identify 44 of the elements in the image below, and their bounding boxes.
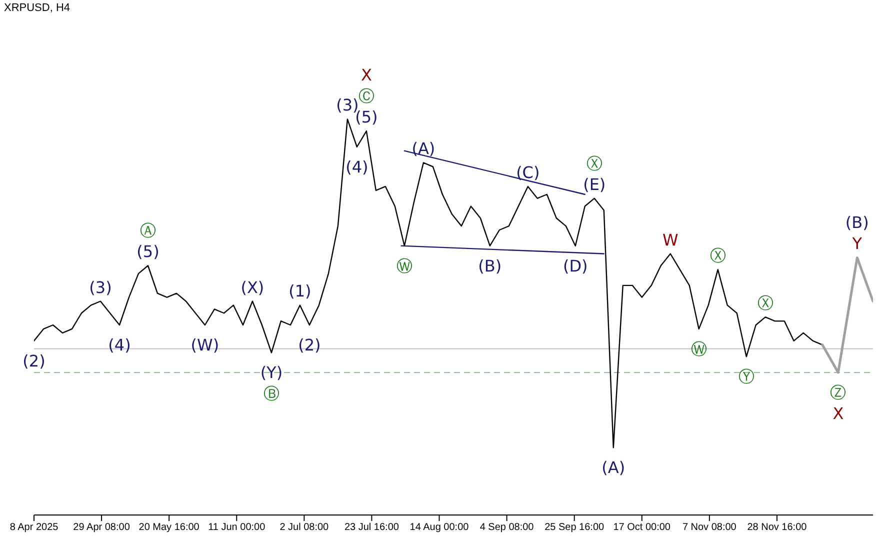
x-tick-label: 23 Jul 16:00 (344, 522, 400, 534)
annotation: (5) (136, 242, 160, 262)
annotation: Ⓐ (140, 221, 156, 240)
annotation: (E) (583, 174, 606, 194)
annotation: (2) (22, 351, 46, 370)
annotation: W (662, 230, 678, 250)
annotation: Ⓦ (396, 256, 412, 276)
x-tick-label: 8 Apr 2025 (10, 522, 59, 534)
annotation: (D) (562, 256, 588, 276)
annotation: (A) (602, 458, 626, 478)
annotation: (4) (346, 157, 368, 176)
chart-title: XRPUSD, H4 (4, 2, 70, 14)
annotation: Ⓧ (757, 294, 774, 313)
annotation: Ⓦ (690, 339, 707, 358)
x-tick-label: 25 Sep 16:00 (544, 522, 605, 534)
annotation: (A) (412, 139, 436, 158)
annotation: Ⓧ (710, 246, 726, 266)
annotation: Ⓑ (263, 384, 280, 404)
annotation: Ⓒ (358, 86, 374, 106)
annotation: (X) (240, 278, 264, 297)
x-tick-label: 28 Nov 16:00 (747, 522, 808, 534)
annotation: (W) (190, 336, 220, 354)
x-tick-label: 11 Jun 00:00 (208, 522, 266, 534)
x-tick-label: 4 Sep 08:00 (480, 522, 534, 534)
annotation: (Y) (260, 363, 283, 382)
annotation: (2) (298, 336, 321, 354)
annotation: Ⓩ (830, 383, 846, 402)
x-tick-label: 17 Oct 00:00 (613, 522, 671, 534)
annotation: (C) (516, 162, 540, 182)
x-tick-label: 29 Apr 08:00 (73, 522, 130, 534)
annotation: Ⓧ (586, 154, 602, 173)
annotation: Y (851, 234, 862, 254)
annotation: X (360, 66, 372, 85)
annotation: (3) (89, 278, 112, 297)
x-tick-label: 20 May 16:00 (138, 522, 200, 534)
annotation: (B) (845, 213, 869, 232)
x-tick-label: 2 Jul 08:00 (280, 522, 330, 534)
x-tick-label: 7 Nov 08:00 (682, 522, 737, 534)
annotation: (4) (108, 336, 131, 354)
annotation: Ⓨ (738, 367, 754, 386)
x-tick-label: 14 Aug 00:00 (410, 522, 470, 534)
annotation: (B) (478, 256, 502, 276)
annotation: (1) (288, 282, 312, 301)
annotation: X (832, 404, 844, 423)
